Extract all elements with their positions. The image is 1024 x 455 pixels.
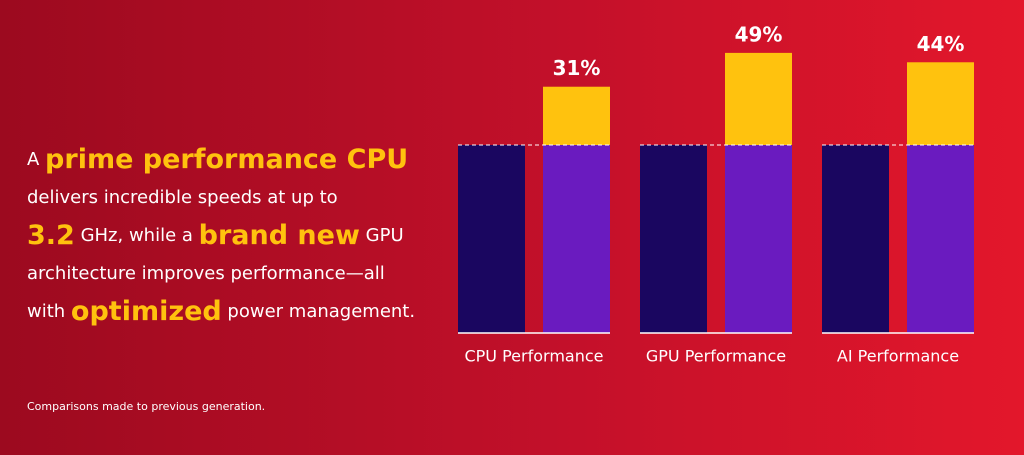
bar bbox=[458, 145, 525, 333]
value-label: 44% bbox=[917, 32, 965, 56]
value-label: 49% bbox=[735, 22, 783, 46]
bar-segment bbox=[725, 145, 792, 333]
emphasis-text: prime performance CPU bbox=[45, 143, 409, 175]
headline-line: delivers incredible speeds at up to bbox=[27, 178, 415, 216]
body-text: A bbox=[27, 148, 46, 170]
bar-segment bbox=[907, 62, 974, 145]
category-label: CPU Performance bbox=[464, 347, 603, 366]
bar-segment bbox=[543, 145, 610, 333]
category-label: AI Performance bbox=[837, 347, 959, 366]
headline: A prime performance CPU delivers incredib… bbox=[27, 140, 415, 330]
body-text: architecture improves performance—all bbox=[27, 262, 385, 284]
headline-line: architecture improves performance—all bbox=[27, 254, 415, 292]
bar bbox=[822, 145, 889, 333]
bar bbox=[640, 145, 707, 333]
body-text: power management. bbox=[221, 300, 416, 322]
body-text: with bbox=[27, 300, 71, 322]
headline-line: A prime performance CPU bbox=[27, 140, 415, 178]
body-text: GPU bbox=[359, 224, 404, 246]
emphasis-text: 3.2 bbox=[27, 219, 75, 251]
bar-segment bbox=[543, 86, 610, 145]
emphasis-text: optimized bbox=[70, 295, 222, 327]
headline-line: with optimized power management. bbox=[27, 292, 415, 330]
footnote: Comparisons made to previous generation. bbox=[27, 400, 266, 413]
bar-segment bbox=[907, 145, 974, 333]
body-text: delivers incredible speeds at up to bbox=[27, 186, 338, 208]
headline-line: 3.2 GHz, while a brand new GPU bbox=[27, 216, 415, 254]
bar-segment bbox=[725, 52, 792, 145]
category-label: GPU Performance bbox=[646, 347, 786, 366]
emphasis-text: brand new bbox=[198, 219, 360, 251]
body-text: GHz, while a bbox=[74, 224, 199, 246]
value-label: 31% bbox=[553, 56, 601, 80]
